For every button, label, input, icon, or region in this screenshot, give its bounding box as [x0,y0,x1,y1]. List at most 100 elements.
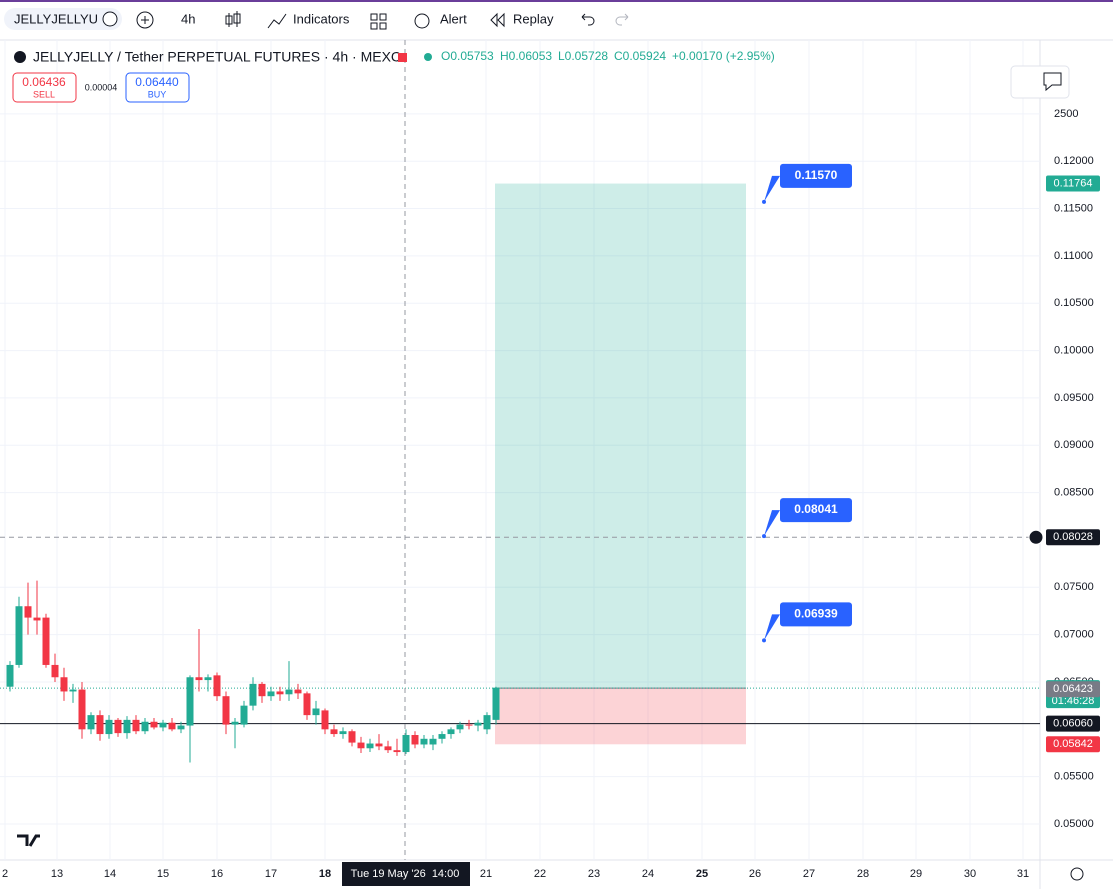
callout-anchor [762,534,766,539]
callout-anchor [762,638,766,643]
interval[interactable]: 4h [181,11,195,26]
candle-body [132,719,140,732]
candle-body [312,708,320,716]
layouts[interactable] [370,13,387,30]
comment-icon[interactable] [1043,72,1062,92]
y-tick-label: 0.09500 [1054,392,1094,404]
callout-label: 0.06939 [794,607,838,621]
profit-zone [495,183,746,689]
candle-body [186,677,194,726]
candle-body [249,683,257,706]
price-badge-label: 0.06423 [1053,683,1093,695]
symbol[interactable]: JELLYJELLYU [14,11,98,26]
candle-body [303,693,311,716]
legend-open: O0.05753 [441,49,494,63]
candle-body [222,696,230,725]
price-badge [1046,681,1100,698]
y-tick-label: 0.07000 [1054,629,1094,641]
candle-body [267,691,275,697]
x-tick-label: 13 [51,868,63,880]
callout-box [780,498,852,523]
symbol-icon[interactable] [102,11,118,27]
candle-body [492,687,500,720]
candle-body [42,617,50,665]
symbol-button[interactable] [4,8,122,30]
sell-label[interactable]: SELL [33,89,55,99]
candle-body [87,715,95,730]
candle-body [240,705,248,725]
candle-body [60,677,68,692]
x-tick-label: 29 [910,868,922,880]
candle-body [51,664,59,678]
redo[interactable] [615,13,629,26]
callout-box [780,602,852,627]
candle-body [258,683,266,697]
price-badge-label: 0.05842 [1053,738,1093,750]
callout-label: 0.08041 [794,502,838,516]
candle-body [321,710,329,730]
x-tick-label: 14 [104,868,116,880]
legend-change: +0.00170 (+2.95%) [672,49,775,63]
candle-body [15,606,23,665]
floating-toolbar[interactable] [1010,65,1070,99]
candle-body [357,742,365,749]
price-badge-label: 0.11764 [1054,177,1093,189]
x-tick-label: 15 [157,868,169,880]
alert-icon[interactable] [414,13,430,29]
callout-anchor [762,199,766,204]
candle-body [24,606,32,618]
add-symbol[interactable] [136,11,154,29]
candle-body [330,729,338,735]
y-tick-label: 0.05000 [1054,818,1094,830]
indicators[interactable]: Indicators [293,11,350,26]
countdown: 01:46:28 [1052,695,1095,707]
candle-body [213,675,221,697]
plot [0,40,1040,860]
tv-logo [17,834,40,847]
symbol-logo [14,51,26,63]
candle-body [411,735,419,745]
x-tick-label: 26 [749,868,761,880]
candle-body [123,719,131,734]
sell-button[interactable] [12,72,77,103]
y-tick-label: 0.05500 [1054,771,1094,783]
live-dot [424,53,432,61]
callout-pointer [764,510,780,537]
candle-body [429,738,437,745]
candle-body [465,724,473,726]
y-tick-label: 2500 [1054,108,1078,120]
callout-pointer [764,175,780,202]
candle-body [168,722,176,730]
candle-body [150,721,158,728]
candle-body [276,691,284,695]
candle-body [105,719,113,735]
alert[interactable]: Alert [440,11,467,26]
top-border [0,0,1113,2]
y-tick-label: 0.09000 [1054,439,1094,451]
indicators-icon[interactable] [267,13,287,29]
callout-pointer [764,614,780,641]
settings[interactable] [1070,867,1084,881]
candle-body [483,715,491,730]
candle-body [447,729,455,735]
price-badge-label: 0.06060 [1053,718,1093,730]
candle-body [348,731,356,743]
candle-body [159,722,167,728]
add-icon [141,16,149,24]
buy-price[interactable]: 0.06440 [135,75,179,89]
replay-icon[interactable] [490,12,505,28]
sell-price[interactable]: 0.06436 [22,75,66,89]
x-tick-label: 22 [534,868,546,880]
candle-body [204,677,212,681]
toolbar [0,2,1113,40]
crosshair-time-bg [342,862,470,886]
x-tick-label: 28 [857,868,869,880]
replay[interactable]: Replay [513,11,554,26]
buy-label[interactable]: BUY [148,89,167,99]
y-tick-label: 0.11500 [1054,202,1093,214]
x-tick-label: 24 [642,868,654,880]
undo[interactable] [581,13,595,26]
chart-type[interactable] [225,11,241,27]
buy-button[interactable] [125,72,190,103]
candle-body [114,719,122,734]
